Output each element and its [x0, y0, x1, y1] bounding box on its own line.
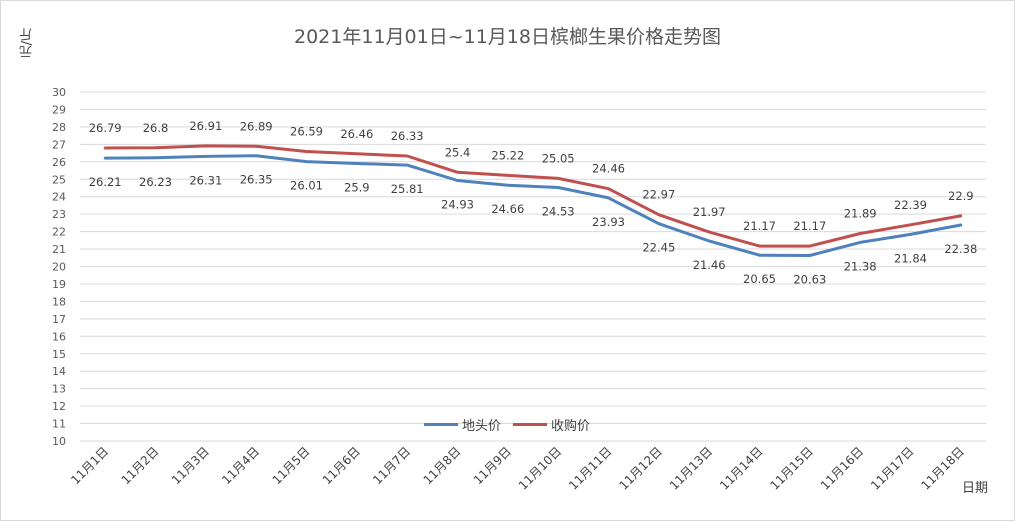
- x-tick-label-9: 11月10日: [516, 444, 564, 492]
- data-label-series-0-6: 25.81: [391, 182, 424, 196]
- y-tick-label-28: 28: [52, 121, 66, 134]
- x-tick-label-16: 11月17日: [868, 444, 916, 492]
- y-tick-label-18: 18: [52, 295, 66, 308]
- data-label-series-0-5: 25.9: [344, 181, 370, 195]
- x-tick-label-4: 11月5日: [270, 444, 313, 487]
- y-tick-label-16: 16: [52, 330, 66, 343]
- data-label-series-1-16: 22.39: [894, 198, 927, 212]
- data-label-series-0-8: 24.66: [491, 202, 524, 216]
- data-label-series-1-13: 21.17: [743, 219, 776, 233]
- y-tick-label-20: 20: [52, 261, 66, 274]
- x-tick-label-8: 11月9日: [471, 444, 514, 487]
- data-label-series-0-1: 26.23: [139, 175, 172, 189]
- x-tick-label-2: 11月3日: [169, 444, 212, 487]
- data-label-series-0-9: 24.53: [542, 204, 575, 218]
- y-tick-label-15: 15: [52, 348, 66, 361]
- x-tick-label-1: 11月2日: [119, 444, 162, 487]
- data-label-series-0-11: 22.45: [642, 241, 675, 255]
- data-label-series-1-1: 26.8: [143, 121, 169, 135]
- y-tick-label-26: 26: [52, 156, 66, 169]
- data-label-series-0-4: 26.01: [290, 179, 323, 193]
- x-tick-label-15: 11月16日: [818, 444, 866, 492]
- data-label-series-0-3: 26.35: [240, 173, 273, 187]
- data-label-series-0-0: 26.21: [89, 175, 122, 189]
- data-label-series-0-15: 21.38: [844, 259, 877, 273]
- data-label-series-1-10: 24.46: [592, 162, 625, 176]
- data-label-series-1-7: 25.4: [445, 145, 471, 159]
- x-tick-label-3: 11月4日: [219, 444, 262, 487]
- x-tick-label-13: 11月14日: [717, 444, 765, 492]
- y-tick-label-30: 30: [52, 86, 66, 99]
- x-tick-label-0: 11月1日: [68, 444, 111, 487]
- x-axis-label: 日期: [962, 481, 989, 496]
- y-tick-label-23: 23: [52, 208, 66, 221]
- y-tick-label-21: 21: [52, 243, 66, 256]
- data-label-series-0-17: 22.38: [944, 242, 977, 256]
- series-line-0: [103, 154, 963, 257]
- data-label-series-1-3: 26.89: [240, 119, 273, 133]
- x-tick-label-6: 11月7日: [370, 444, 413, 487]
- y-tick-label-10: 10: [52, 435, 66, 448]
- legend: 地头价 收购价: [424, 415, 596, 434]
- legend-swatch-series-0: [424, 423, 458, 426]
- legend-label-series-0: 地头价: [462, 419, 502, 434]
- x-tick-label-7: 11月8日: [421, 444, 464, 487]
- x-tick-label-10: 11月11日: [566, 444, 614, 492]
- data-label-series-1-2: 26.91: [189, 119, 222, 133]
- y-tick-label-24: 24: [52, 191, 66, 204]
- data-label-series-1-11: 22.97: [642, 188, 675, 202]
- y-tick-label-22: 22: [52, 226, 66, 239]
- data-label-series-0-16: 21.84: [894, 251, 927, 265]
- y-tick-label-29: 29: [52, 103, 66, 116]
- chart-title: 2021年11月01日~11月18日槟榔生果价格走势图: [294, 26, 721, 48]
- legend-label-series-1: 收购价: [551, 419, 591, 434]
- data-label-series-0-14: 20.63: [793, 273, 826, 287]
- legend-swatch-series-1: [513, 423, 548, 426]
- data-label-series-1-14: 21.17: [793, 219, 826, 233]
- x-tick-label-11: 11月12日: [616, 444, 664, 492]
- data-label-series-1-12: 21.97: [693, 205, 726, 219]
- y-tick-label-11: 11: [52, 418, 66, 431]
- y-tick-label-14: 14: [52, 365, 66, 378]
- y-tick-label-13: 13: [52, 383, 66, 396]
- y-tick-label-25: 25: [52, 173, 66, 186]
- data-label-series-0-7: 24.93: [441, 197, 474, 211]
- x-tick-label-17: 11月18日: [918, 444, 966, 492]
- y-tick-label-17: 17: [52, 313, 66, 326]
- x-tick-label-14: 11月15日: [767, 444, 815, 492]
- data-label-series-0-10: 23.93: [592, 215, 625, 229]
- data-label-series-0-13: 20.65: [743, 272, 776, 286]
- data-label-series-1-4: 26.59: [290, 125, 323, 139]
- data-label-series-1-8: 25.22: [491, 148, 524, 162]
- x-tick-label-5: 11月6日: [320, 444, 363, 487]
- legend-item-series-1: 收购价: [513, 415, 590, 434]
- data-label-series-1-17: 22.9: [948, 189, 974, 203]
- data-label-series-1-5: 26.46: [340, 127, 373, 141]
- data-label-series-0-12: 21.46: [693, 258, 726, 272]
- data-label-series-1-6: 26.33: [391, 129, 424, 143]
- y-tick-label-27: 27: [52, 138, 66, 151]
- data-label-series-1-9: 25.05: [542, 151, 575, 165]
- y-tick-label-12: 12: [52, 400, 66, 413]
- data-label-series-1-15: 21.89: [844, 207, 877, 221]
- data-label-series-0-2: 26.31: [189, 173, 222, 187]
- legend-item-series-0: 地头价: [424, 415, 501, 434]
- x-tick-label-12: 11月13日: [667, 444, 715, 492]
- y-tick-label-19: 19: [52, 278, 66, 291]
- data-label-series-1-0: 26.79: [89, 121, 122, 135]
- series-line-1: [103, 144, 963, 248]
